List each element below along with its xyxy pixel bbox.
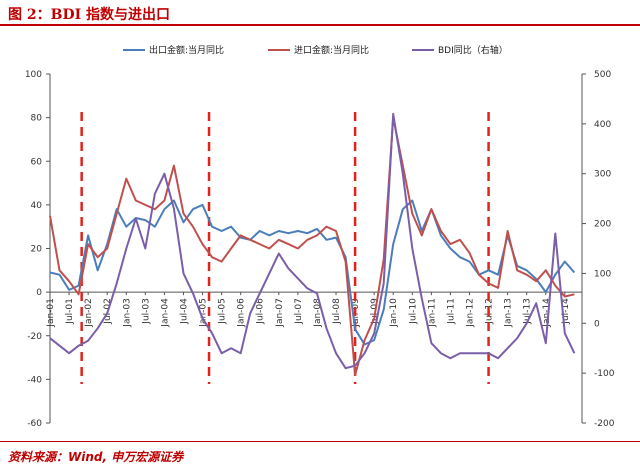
- x-tick-label: Jul-05: [218, 298, 228, 325]
- x-tick-label: Jul-13: [523, 298, 533, 325]
- x-tick-label: Jul-01: [65, 298, 75, 325]
- x-tick-label: Jan-13: [504, 298, 514, 328]
- source-note: 资料来源：Wind, 申万宏源证券: [8, 450, 184, 464]
- right-tick-label: 500: [594, 70, 611, 80]
- left-tick-label: -40: [27, 375, 42, 385]
- series-line: [49, 112, 576, 370]
- x-tick-label: Jan-12: [465, 298, 475, 328]
- axes: 100806040200-20-40-605004003002001000-10…: [25, 70, 615, 429]
- right-tick-label: 300: [594, 170, 611, 180]
- legend-label: 进口金额:当月同比: [294, 44, 369, 56]
- x-tick-label: Jan-04: [160, 298, 170, 328]
- x-tick-label: Jan-06: [237, 298, 247, 328]
- x-tick-label: Jan-02: [84, 298, 94, 328]
- x-tick-label: Jan-07: [275, 298, 285, 328]
- x-tick-label: Jan-03: [122, 298, 132, 328]
- left-tick-label: 20: [31, 245, 43, 255]
- left-tick-label: 60: [31, 157, 43, 167]
- x-tick-label: Jul-07: [294, 298, 304, 325]
- left-tick-label: 80: [31, 114, 43, 124]
- x-tick-label: Jul-10: [408, 298, 418, 325]
- left-tick-label: 0: [36, 288, 42, 298]
- title-rule: [0, 24, 640, 26]
- right-tick-label: 100: [594, 269, 611, 279]
- x-tick-label: Jan-11: [427, 298, 437, 328]
- right-tick-label: -100: [594, 369, 615, 379]
- right-tick-label: 400: [594, 120, 611, 130]
- x-tick-label: Jan-08: [313, 298, 323, 328]
- x-tick-label: Jul-03: [141, 298, 151, 325]
- left-tick-label: 40: [31, 201, 43, 211]
- x-tick-label: Jul-08: [332, 298, 342, 325]
- x-tick-label: Jul-04: [179, 298, 189, 325]
- legend-label: BDI同比（右轴）: [438, 44, 508, 56]
- right-tick-label: -200: [594, 419, 615, 429]
- x-tick-label: Jan-05: [199, 298, 209, 328]
- legend: 出口金额:当月同比 进口金额:当月同比 BDI同比（右轴）: [123, 44, 508, 56]
- x-tick-label: Jan-01: [46, 298, 56, 328]
- series-lines: [49, 112, 576, 376]
- legend-label: 出口金额:当月同比: [149, 44, 224, 56]
- chart-title: 图 2：BDI 指数与进出口: [8, 7, 171, 23]
- bdi-trade-chart: 出口金额:当月同比 进口金额:当月同比 BDI同比（右轴） 100806040200…: [25, 44, 615, 429]
- right-tick-label: 200: [594, 220, 611, 230]
- bottom-rule: [0, 441, 640, 442]
- right-tick-label: 0: [594, 319, 600, 329]
- left-tick-label: -20: [27, 332, 42, 342]
- x-tick-label: Jan-14: [542, 298, 552, 328]
- reference-lines: [80, 112, 490, 384]
- x-tick-label: Jul-06: [256, 298, 266, 325]
- x-tick-label: Jul-11: [446, 298, 456, 325]
- x-tick-label: Jul-14: [561, 298, 571, 325]
- series-line: [49, 116, 575, 376]
- series-line: [49, 199, 576, 346]
- left-tick-label: 100: [25, 70, 42, 80]
- x-tick-label: Jan-10: [389, 298, 399, 328]
- left-tick-label: -60: [27, 419, 42, 429]
